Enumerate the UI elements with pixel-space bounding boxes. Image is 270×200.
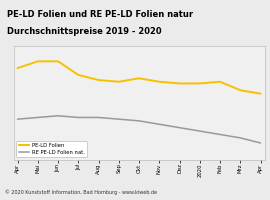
Text: © 2020 Kunststoff Information, Bad Homburg - www.kiweb.de: © 2020 Kunststoff Information, Bad Hombu… [5,189,157,195]
Text: PE-LD Folien und RE PE-LD Folien natur: PE-LD Folien und RE PE-LD Folien natur [7,10,193,19]
Text: Durchschnittspreise 2019 - 2020: Durchschnittspreise 2019 - 2020 [7,27,161,36]
Legend: PE-LD Folien, RE PE-LD Folien nat.: PE-LD Folien, RE PE-LD Folien nat. [16,140,87,157]
